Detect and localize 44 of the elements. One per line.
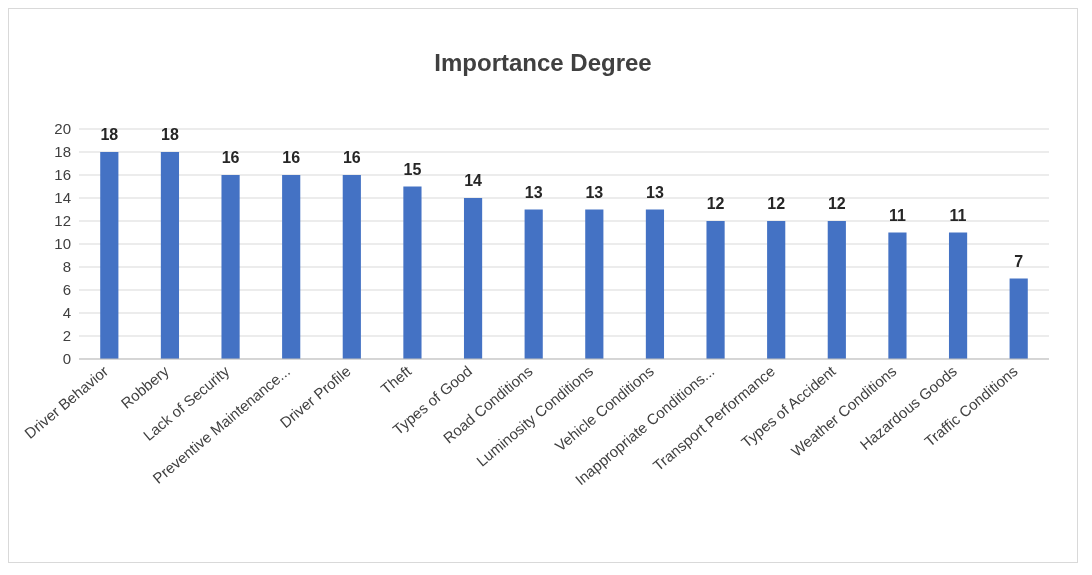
data-label: 15 <box>403 160 422 178</box>
data-label: 18 <box>100 126 119 143</box>
data-label: 7 <box>1014 252 1024 270</box>
data-label: 13 <box>524 183 543 201</box>
bar <box>160 152 180 359</box>
data-label: 18 <box>161 126 179 143</box>
bar <box>767 221 786 359</box>
y-tick-label: 6 <box>62 281 71 299</box>
data-label: 12 <box>706 195 725 212</box>
bar <box>827 221 846 359</box>
bar <box>1009 278 1028 359</box>
data-label: 16 <box>282 149 301 166</box>
y-tick-label: 10 <box>54 235 71 253</box>
chart-title: Importance Degree <box>433 48 653 78</box>
y-tick-label: 4 <box>62 304 71 322</box>
data-label: 13 <box>585 183 604 201</box>
data-label: 12 <box>827 195 846 212</box>
data-label: 12 <box>767 195 786 212</box>
y-tick-label: 20 <box>54 120 71 138</box>
y-tick-label: 18 <box>54 143 71 161</box>
bar <box>706 221 725 359</box>
data-label: 11 <box>949 206 967 224</box>
y-tick-label: 12 <box>54 212 71 230</box>
bar <box>342 175 361 359</box>
data-label: 14 <box>464 172 483 189</box>
y-tick-label: 14 <box>54 189 71 207</box>
bar <box>585 209 604 359</box>
bar <box>403 186 422 359</box>
data-label: 11 <box>888 206 906 224</box>
bar <box>524 209 543 359</box>
y-tick-label: 2 <box>62 327 71 345</box>
bar <box>645 209 665 359</box>
y-tick-label: 8 <box>62 258 71 276</box>
data-label: 13 <box>646 183 664 201</box>
y-tick-label: 0 <box>62 350 71 368</box>
y-tick-label: 16 <box>54 166 71 184</box>
data-label: 16 <box>342 149 361 166</box>
bar <box>948 232 968 359</box>
data-label: 16 <box>221 149 240 166</box>
bar <box>100 152 119 359</box>
bar <box>463 198 483 359</box>
bar <box>888 232 907 359</box>
bar <box>221 175 240 359</box>
bar <box>282 175 301 359</box>
